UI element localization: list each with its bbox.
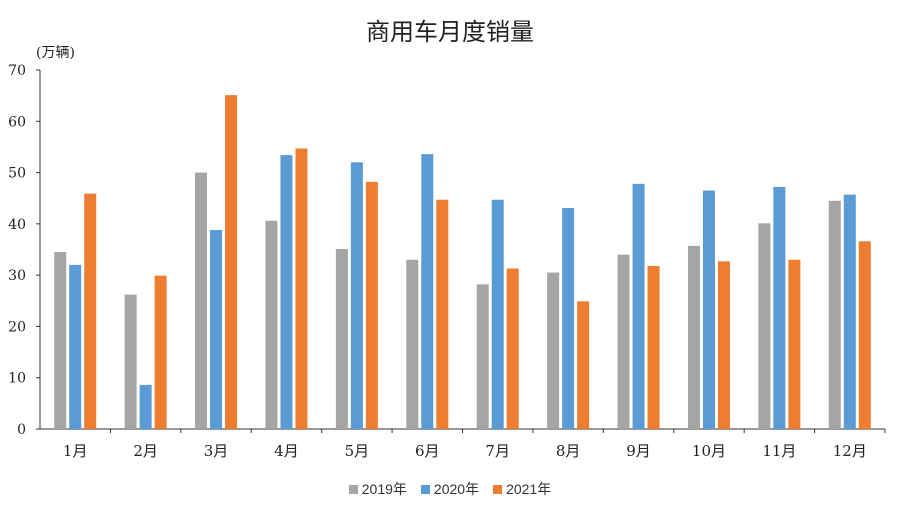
bar-2021年-8月 bbox=[577, 301, 590, 429]
bar-2021年-11月 bbox=[788, 259, 801, 429]
bar-2020年-7月 bbox=[491, 199, 504, 429]
x-tick-label: 5月 bbox=[345, 442, 370, 460]
y-axis-unit-label: (万辆) bbox=[36, 45, 75, 61]
y-tick-label: 30 bbox=[8, 268, 26, 284]
x-tick-label: 3月 bbox=[204, 442, 229, 460]
bar-2021年-4月 bbox=[295, 148, 308, 429]
bar-2020年-2月 bbox=[139, 384, 152, 429]
bar-2021年-6月 bbox=[436, 199, 449, 429]
x-tick-label: 9月 bbox=[626, 442, 651, 460]
x-tick-label: 2月 bbox=[133, 442, 158, 460]
bar-2019年-4月 bbox=[265, 220, 278, 429]
legend-label-2020: 2020年 bbox=[433, 481, 480, 497]
bar-2020年-5月 bbox=[350, 162, 363, 430]
y-tick-label: 10 bbox=[8, 371, 26, 387]
bar-2021年-10月 bbox=[717, 261, 730, 429]
bar-2020年-12月 bbox=[843, 194, 856, 429]
bar-2020年-6月 bbox=[421, 154, 434, 429]
bar-2021年-1月 bbox=[84, 193, 97, 429]
legend-label-2019: 2019年 bbox=[361, 481, 407, 497]
bar-2019年-7月 bbox=[476, 284, 489, 429]
x-tick-label: 6月 bbox=[415, 442, 440, 460]
y-tick-label: 50 bbox=[8, 166, 26, 182]
y-tick-label: 20 bbox=[8, 319, 26, 335]
legend: 2019年 2020年 2021年 bbox=[0, 479, 900, 499]
bar-2020年-11月 bbox=[773, 186, 786, 429]
legend-item-2019: 2019年 bbox=[348, 479, 407, 499]
legend-swatch-2020 bbox=[420, 484, 430, 494]
bar-2019年-3月 bbox=[195, 172, 208, 430]
bar-2020年-3月 bbox=[210, 230, 223, 429]
y-tick-label: 60 bbox=[8, 114, 26, 130]
bar-2021年-12月 bbox=[858, 241, 871, 429]
x-tick-label: 12月 bbox=[833, 442, 867, 460]
bar-2019年-9月 bbox=[617, 254, 630, 429]
bar-2020年-1月 bbox=[69, 264, 82, 429]
legend-item-2020: 2020年 bbox=[420, 479, 480, 499]
y-tick-label: 40 bbox=[8, 217, 26, 233]
x-tick-label: 1月 bbox=[63, 442, 88, 460]
x-tick-label: 11月 bbox=[762, 442, 796, 460]
bar-2019年-10月 bbox=[687, 245, 700, 429]
bar-2020年-4月 bbox=[280, 155, 293, 430]
chart-title: 商用车月度销量 bbox=[366, 18, 534, 46]
bar-2021年-2月 bbox=[154, 275, 167, 429]
bar-2020年-9月 bbox=[632, 183, 645, 429]
bar-2021年-9月 bbox=[647, 265, 660, 429]
bar-2019年-1月 bbox=[54, 252, 67, 429]
bar-2021年-5月 bbox=[365, 181, 378, 429]
x-tick-label: 7月 bbox=[485, 442, 510, 460]
bar-2020年-8月 bbox=[562, 207, 575, 429]
bar-2019年-5月 bbox=[335, 248, 348, 429]
bar-2019年-12月 bbox=[828, 200, 841, 429]
bar-2019年-8月 bbox=[547, 272, 560, 429]
legend-label-2021: 2021年 bbox=[506, 481, 552, 497]
bar-2019年-11月 bbox=[758, 223, 771, 429]
x-tick-label: 8月 bbox=[556, 442, 581, 460]
bar-2021年-7月 bbox=[506, 268, 519, 429]
x-tick-label: 4月 bbox=[274, 442, 299, 460]
y-tick-label: 0 bbox=[17, 422, 26, 438]
bar-2020年-10月 bbox=[702, 190, 715, 429]
bar-2019年-2月 bbox=[124, 294, 137, 429]
legend-swatch-2019 bbox=[348, 484, 358, 494]
legend-swatch-2021 bbox=[493, 484, 503, 494]
y-tick-label: 70 bbox=[8, 63, 26, 79]
x-tick-label: 10月 bbox=[692, 442, 726, 460]
bar-2019年-6月 bbox=[406, 259, 419, 429]
bar-2021年-3月 bbox=[225, 95, 238, 429]
legend-item-2021: 2021年 bbox=[493, 479, 551, 499]
